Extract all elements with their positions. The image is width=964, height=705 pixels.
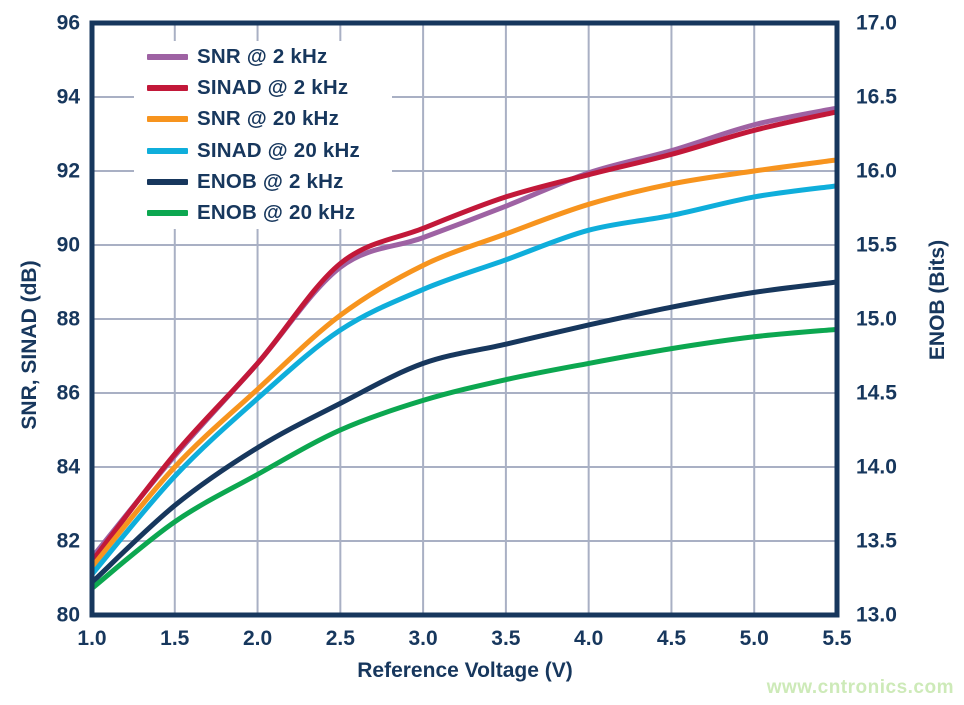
legend-label: ENOB @ 20 kHz [197,200,356,224]
right-tick-13.0: 13.0 [856,603,897,627]
legend-swatch [147,147,188,154]
left-tick-92: 92 [56,159,80,183]
right-tick-16.0: 16.0 [856,159,897,183]
series-snr-20-khz [92,157,837,569]
data-series-curves [92,105,837,591]
legend-item: ENOB @ 20 kHz [134,200,392,226]
left-tick-96: 96 [56,11,80,35]
legend-swatch [147,54,188,60]
right-axis-title: ENOB (Bits) [926,239,949,361]
x-tick-4.0: 4.0 [574,627,604,650]
x-tick-2.5: 2.5 [325,627,355,650]
x-tick-5.0: 5.0 [739,627,769,650]
legend-label: ENOB @ 2 kHz [197,169,344,193]
series-enob-20-khz [92,326,837,591]
legend-label: SNR @ 2 kHz [197,45,328,68]
x-tick-2.0: 2.0 [242,627,273,650]
left-tick-90: 90 [56,233,80,257]
left-tick-82: 82 [56,529,80,553]
right-tick-16.5: 16.5 [856,85,897,109]
left-tick-84: 84 [56,455,80,479]
right-tick-13.5: 13.5 [856,529,897,553]
plot-border [89,20,840,618]
legend-label: SNR @ 20 kHz [197,107,340,131]
series-sinad-2-khz [92,109,837,563]
legend-swatch [147,209,188,216]
x-tick-4.5: 4.5 [656,627,687,650]
legend-label: SINAD @ 2 kHz [197,76,349,100]
watermark: www.cntronics.com [766,677,954,698]
x-tick-3.0: 3.0 [408,627,438,650]
left-tick-94: 94 [56,85,80,109]
series-sinad-20-khz [92,183,837,576]
left-tick-86: 86 [56,381,80,405]
legend-label: SINAD @ 20 kHz [197,138,360,162]
right-tick-14.5: 14.5 [856,381,897,405]
right-tick-17.0: 17.0 [856,11,897,35]
series-enob-2-khz [92,279,837,585]
legend-item: SINAD @ 20 kHz [134,138,392,164]
legend-swatch [147,116,188,123]
x-axis-title: Reference Voltage (V) [357,659,573,682]
legend-item: SINAD @ 2 kHz [134,75,392,101]
right-tick-14.0: 14.0 [856,455,897,479]
legend-item: ENOB @ 2 kHz [134,169,392,195]
x-tick-1.5: 1.5 [160,627,190,650]
right-tick-15.0: 15.0 [856,307,897,331]
left-tick-80: 80 [56,603,80,627]
x-tick-1.0: 1.0 [77,627,107,650]
legend: SNR @ 2 kHz SINAD @ 2 kHz SNR @ 20 kHz SINA… [134,41,392,229]
legend-swatch [147,178,188,185]
gridlines [92,23,837,615]
left-tick-88: 88 [56,307,80,331]
legend-item: SNR @ 20 kHz [134,106,392,132]
x-tick-5.5: 5.5 [822,627,852,650]
x-tick-3.5: 3.5 [491,627,521,650]
legend-item: SNR @ 2 kHz [134,44,392,70]
left-axis-title: SNR, SINAD (dB) [18,260,41,430]
legend-swatch [147,85,188,92]
right-tick-15.5: 15.5 [856,233,897,257]
